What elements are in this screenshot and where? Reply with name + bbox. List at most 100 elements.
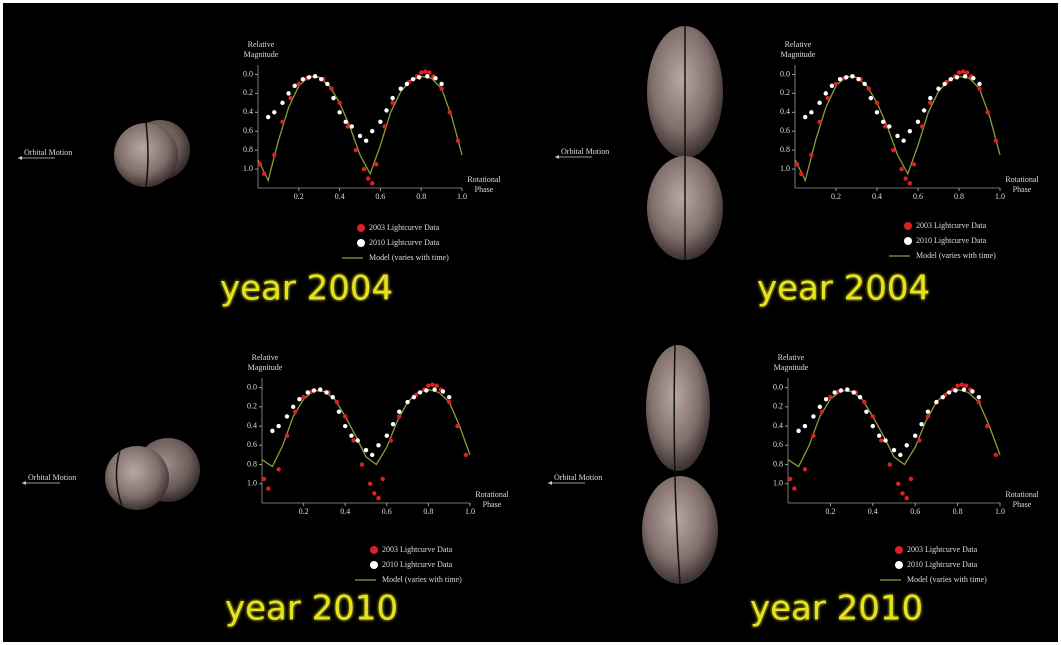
data-point	[319, 77, 323, 81]
data-point	[892, 448, 896, 452]
data-point	[936, 86, 940, 90]
data-point	[955, 383, 959, 387]
data-point	[799, 172, 803, 176]
data-point	[953, 388, 957, 392]
data-point	[335, 400, 339, 404]
data-point	[405, 82, 409, 86]
data-point	[425, 74, 429, 78]
data-point	[331, 96, 335, 100]
data-point	[949, 77, 953, 81]
data-point	[977, 400, 981, 404]
y-tick-label: 0.4	[780, 107, 790, 116]
data-point	[845, 387, 849, 391]
y-tick-label: 0.2	[780, 88, 790, 97]
x-tick-label: 0.4	[868, 507, 878, 516]
data-point	[351, 438, 355, 442]
data-point	[262, 477, 266, 481]
data-point	[867, 86, 871, 90]
legend-label: 2003 Lightcurve Data	[382, 545, 453, 554]
data-point	[424, 388, 428, 392]
year-label: year 2004	[757, 269, 930, 309]
x-tick-label: 1.0	[457, 192, 467, 201]
y-tick-label: 0.6	[773, 440, 783, 449]
data-point	[397, 409, 401, 413]
data-point	[871, 424, 875, 428]
data-point	[293, 84, 297, 88]
data-point	[313, 74, 317, 78]
data-point	[895, 134, 899, 138]
data-point	[905, 443, 909, 447]
data-point	[372, 491, 376, 495]
data-point	[832, 390, 836, 394]
data-point	[856, 77, 860, 81]
data-point	[919, 422, 923, 426]
data-point	[291, 405, 295, 409]
data-point	[358, 134, 362, 138]
x-tick-label: 0.2	[299, 507, 309, 516]
data-point	[318, 387, 322, 391]
year-label: year 2010	[225, 589, 398, 629]
y-tick-label: 0.6	[243, 126, 253, 135]
x-tick-label: 1.0	[995, 192, 1005, 201]
data-point	[280, 120, 284, 124]
data-point	[258, 162, 262, 166]
data-point	[817, 120, 821, 124]
data-point	[875, 101, 879, 105]
x-tick-label: 0.2	[294, 192, 304, 201]
x-tick-label: 0.6	[382, 507, 392, 516]
data-point	[977, 82, 981, 86]
y-tick-label: 0.8	[780, 145, 790, 154]
data-point	[337, 110, 341, 114]
data-point	[405, 400, 409, 404]
data-point	[439, 82, 443, 86]
data-point	[337, 101, 341, 105]
x-tick-label: 0.2	[831, 192, 841, 201]
data-point	[455, 424, 459, 428]
data-point	[792, 486, 796, 490]
data-point	[817, 101, 821, 105]
data-point	[828, 395, 832, 399]
y-tick-label: 0.6	[780, 126, 790, 135]
data-point	[961, 69, 965, 73]
data-point	[266, 115, 270, 119]
data-point	[891, 148, 895, 152]
x-tick-label: 0.8	[416, 192, 426, 201]
data-point	[871, 414, 875, 418]
data-point	[297, 397, 301, 401]
data-point	[355, 438, 359, 442]
y-tick-label: 1.0	[247, 479, 257, 488]
data-point	[293, 409, 297, 413]
data-point	[942, 82, 946, 86]
data-point	[881, 120, 885, 124]
data-point	[464, 453, 468, 457]
data-point	[908, 129, 912, 133]
legend-swatch	[895, 546, 903, 554]
x-tick-label: 0.8	[954, 192, 964, 201]
legend-swatch	[895, 561, 903, 569]
data-point	[947, 390, 951, 394]
data-point	[795, 162, 799, 166]
data-point	[908, 181, 912, 185]
data-point	[441, 389, 445, 393]
data-point	[366, 176, 370, 180]
data-point	[803, 424, 807, 428]
y-tick-label: 0.0	[773, 382, 783, 391]
data-point	[297, 82, 301, 86]
data-point	[412, 395, 416, 399]
legend-swatch	[357, 239, 365, 247]
data-point	[272, 153, 276, 157]
legend-swatch	[904, 222, 912, 230]
data-point	[380, 477, 384, 481]
data-point	[374, 162, 378, 166]
data-point	[887, 124, 891, 128]
y-axis-label: RelativeMagnitude	[774, 353, 809, 372]
data-point	[307, 75, 311, 79]
y-tick-label: 0.8	[243, 145, 253, 154]
data-point	[896, 482, 900, 486]
data-point	[809, 110, 813, 114]
data-point	[985, 424, 989, 428]
data-point	[803, 467, 807, 471]
y-axis-label: RelativeMagnitude	[781, 40, 816, 59]
data-point	[899, 167, 903, 171]
data-point	[928, 96, 932, 100]
